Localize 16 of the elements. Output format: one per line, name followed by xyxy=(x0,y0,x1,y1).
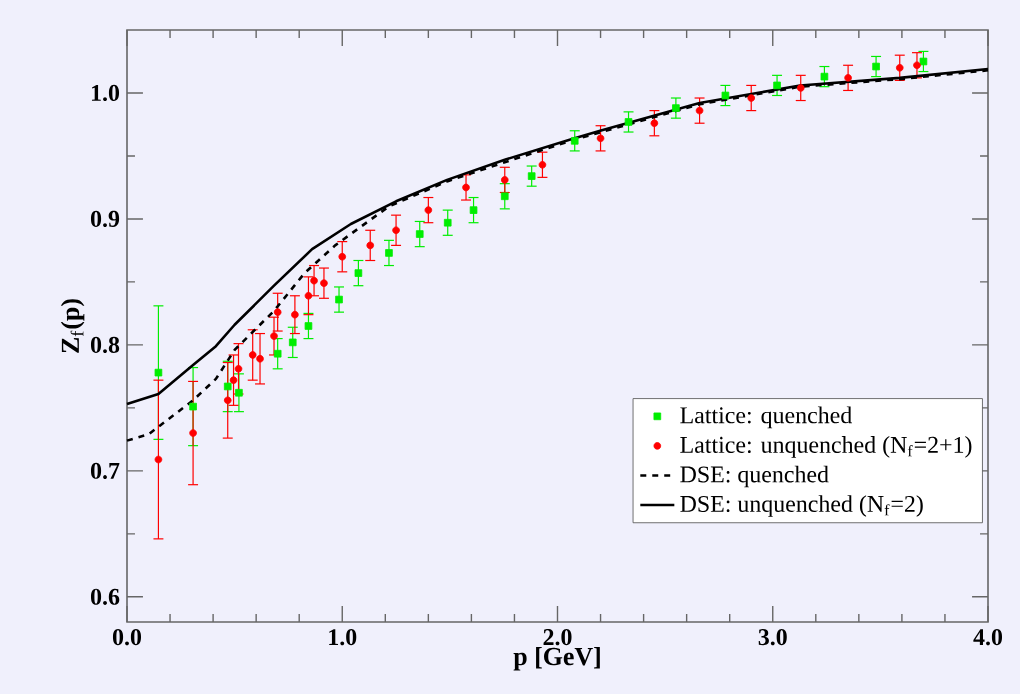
x-tick-label: 4.0 xyxy=(973,629,1003,646)
legend-label: Lattice: quenched xyxy=(680,406,852,429)
legend-label: Lattice: unquenched (N$_{f}$=2+1) xyxy=(680,436,972,458)
x-tick-label: 0.0 xyxy=(112,629,142,646)
x-tick-label: 1.0 xyxy=(329,629,357,646)
y-tick-label: 1.0 xyxy=(91,84,120,102)
y-axis-title: Z$_{f}$(p) xyxy=(60,299,85,353)
y-tick-label: 0.8 xyxy=(90,336,120,354)
y-tick-label: 0.6 xyxy=(90,588,120,605)
y-tick-label: 0.7 xyxy=(90,462,120,479)
x-tick-label: 2.0 xyxy=(543,629,572,646)
legend-label: DSE: quenched xyxy=(680,465,829,488)
x-tick-label: 3.0 xyxy=(758,629,787,646)
legend-label: DSE: unquenched (N$_{f}$=2) xyxy=(680,495,923,517)
y-tick-label: 0.9 xyxy=(90,210,120,228)
x-axis-title: p [GeV] xyxy=(513,647,600,671)
